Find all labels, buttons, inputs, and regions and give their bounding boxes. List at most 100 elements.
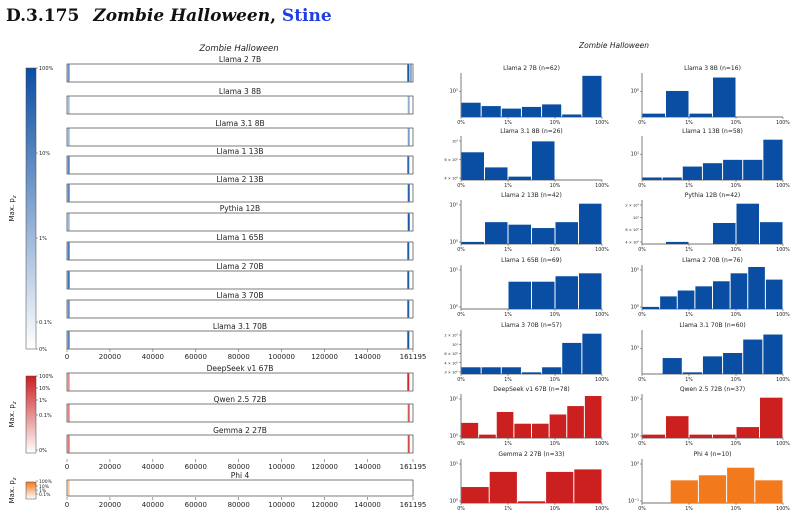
- strip-mark: [407, 128, 410, 146]
- histogram-bar: [481, 367, 501, 374]
- panel-x-tick-label: 1%: [504, 377, 512, 383]
- panel-x-tick-label: 100%: [776, 183, 790, 189]
- histogram-bar: [682, 372, 702, 374]
- x-tick-label: 140000: [354, 463, 381, 471]
- panel-y-tick-label: 10¹: [633, 216, 640, 220]
- x-tick-label: 80000: [228, 501, 250, 509]
- histogram-bar: [642, 434, 665, 438]
- x-tick-label: 120000: [311, 463, 338, 471]
- panel-y-tick-label: 10⁰: [631, 434, 639, 440]
- x-tick-label: 60000: [185, 353, 207, 361]
- strip-label-llama-1-13b: Llama 1 13B: [217, 147, 264, 156]
- panel-x-tick-label: 1%: [504, 441, 512, 447]
- panel-x-tick-label: 100%: [595, 506, 609, 512]
- strip-label-pythia-12b: Pythia 12B: [220, 204, 260, 213]
- panel-y-tick-label: 10¹: [450, 268, 458, 274]
- panel-y-tick-label: 2 × 10¹: [444, 334, 458, 338]
- panel-y-tick-label: 10¹: [452, 140, 459, 144]
- histogram-bar: [582, 75, 602, 117]
- panel-y-tick-label: 4 × 10⁰: [625, 241, 639, 245]
- histogram-bar: [736, 427, 759, 438]
- panel-x-tick-label: 1%: [685, 377, 693, 383]
- author-link[interactable]: Stine: [281, 6, 332, 26]
- panel-x-tick-label: 1%: [504, 183, 512, 189]
- colorbar-tick-label: 10%: [39, 151, 50, 157]
- panel-y-tick-label: 10¹: [631, 346, 639, 352]
- histogram-bar: [461, 152, 484, 180]
- histogram-bar: [532, 423, 549, 438]
- colorbar-label: Max. pz: [8, 477, 18, 503]
- panel-y-tick-label: 6 × 10⁰: [625, 228, 639, 232]
- panel-x-tick-label: 0%: [457, 441, 465, 447]
- section-heading: D.3.175 Zombie Halloween, Stine: [6, 6, 332, 26]
- strip-phi-4: [66, 479, 414, 497]
- histogram-bar: [743, 339, 763, 374]
- x-tick-label: 161195: [400, 501, 427, 509]
- histogram-bar: [689, 113, 712, 117]
- panel-x-tick-label: 100%: [776, 441, 790, 447]
- histogram-bar: [584, 396, 602, 438]
- strip-llama-3-1-70b: [66, 330, 414, 350]
- colorbar-tick-label: 0.1%: [39, 492, 51, 498]
- strip-label-llama-2-70b: Llama 2 70B: [217, 262, 264, 271]
- panel-title-llama-3-1-70b-n-60: Llama 3.1 70B (n=60): [679, 322, 745, 329]
- strip-label-gemma-2-27b: Gemma 2 27B: [213, 426, 267, 435]
- panel-title-llama-2-13b-n-42: Llama 2 13B (n=42): [501, 192, 562, 199]
- panel-title-qwen-2-5-72b-n-37: Qwen 2.5 72B (n=37): [680, 386, 745, 393]
- panel-x-tick-label: 1%: [504, 506, 512, 512]
- panel-x-tick-label: 10%: [731, 312, 742, 318]
- panel-x-tick-label: 10%: [550, 506, 561, 512]
- panel-y-tick-label: 10¹: [631, 397, 639, 403]
- panel-y-tick-label: 6 × 10⁰: [444, 158, 458, 162]
- panel-x-tick-label: 0%: [457, 183, 465, 189]
- panel-title-deepseek-v1-67b-n-78: DeepSeek v1 67B (n=78): [493, 386, 569, 393]
- strip-mark: [407, 435, 410, 453]
- panel-x-tick-label: 0%: [638, 183, 646, 189]
- strip-llama-1-13b: [66, 155, 414, 175]
- strip-llama-3-8b: [66, 95, 414, 115]
- histogram-bar: [713, 281, 730, 309]
- strip-mark: [407, 213, 410, 231]
- strip-mark: [407, 373, 410, 391]
- colorbar-tick-label: 1%: [39, 398, 47, 404]
- panel-x-tick-label: 10%: [731, 377, 742, 383]
- histogram-bar: [521, 106, 542, 117]
- panel-y-tick-label: 10¹: [450, 89, 458, 95]
- strip-mark: [67, 213, 70, 231]
- panel-x-tick-label: 0%: [638, 441, 646, 447]
- panel-x-tick-label: 0%: [457, 247, 465, 253]
- panel-x-tick-label: 1%: [685, 120, 693, 126]
- histogram-bar: [532, 141, 555, 180]
- panel-x-tick-label: 1%: [685, 247, 693, 253]
- strip-mark: [67, 64, 70, 82]
- panel-title-phi-4-n-10: Phi 4 (n=10): [694, 451, 732, 458]
- x-tick-label: 120000: [311, 353, 338, 361]
- strip-label-llama-3-1-70b: Llama 3.1 70B: [213, 322, 267, 331]
- histogram-bar: [582, 333, 602, 374]
- section-number: D.3.175: [6, 6, 80, 26]
- histogram-bar: [461, 241, 484, 244]
- panel-x-tick-label: 10%: [550, 312, 561, 318]
- x-tick-label: 40000: [142, 463, 164, 471]
- panel-x-tick-label: 10%: [731, 120, 742, 126]
- x-tick-label: 120000: [311, 501, 338, 509]
- histogram-bar: [666, 416, 689, 438]
- x-tick-label: 80000: [228, 463, 250, 471]
- panel-y-tick-label: 10⁰: [631, 89, 639, 95]
- panel-title-llama-3-70b-n-57: Llama 3 70B (n=57): [501, 322, 562, 329]
- histogram-bar: [508, 176, 531, 180]
- x-tick-label: 100000: [268, 463, 295, 471]
- x-tick-label: 20000: [99, 353, 121, 361]
- histogram-bar: [660, 296, 677, 309]
- histogram-bar: [514, 423, 531, 438]
- panel-x-tick-label: 100%: [776, 120, 790, 126]
- colorbar-tick-label: 0%: [39, 448, 47, 454]
- histogram-bar: [485, 222, 508, 244]
- panel-x-tick-label: 1%: [685, 506, 693, 512]
- histogram-bar: [496, 411, 514, 438]
- histogram-bar: [562, 342, 582, 374]
- strip-mark: [407, 64, 410, 82]
- histogram-bar: [763, 139, 783, 180]
- panel-x-tick-label: 100%: [595, 247, 609, 253]
- strip-mark: [67, 373, 70, 391]
